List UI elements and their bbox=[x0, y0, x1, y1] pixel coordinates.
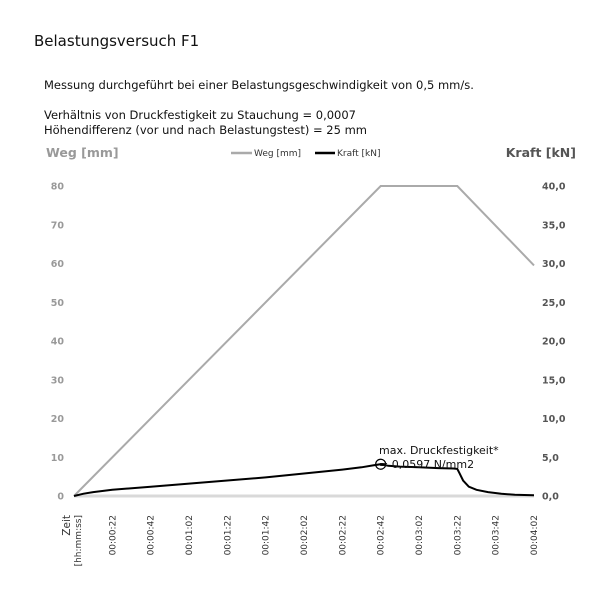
x-tick-label: 00:01:02 bbox=[185, 515, 195, 555]
x-tick-text: 00:04:02 bbox=[530, 515, 540, 555]
right-tick-label: 25,0 bbox=[542, 298, 566, 309]
legend: Weg [mm] Kraft [kN] bbox=[231, 149, 380, 159]
left-tick-label: 50 bbox=[51, 298, 65, 309]
legend-label-kraft: Kraft [kN] bbox=[337, 149, 380, 159]
right-tick-label: 35,0 bbox=[542, 220, 566, 231]
ratio-note: Verhältnis von Druckfestigkeit zu Stauch… bbox=[44, 108, 356, 122]
right-tick-label: 0,0 bbox=[542, 492, 559, 503]
x-tick-text: 00:02:02 bbox=[300, 515, 310, 555]
x-tick-label: 00:03:22 bbox=[453, 515, 463, 555]
x-tick-label: 00:01:22 bbox=[223, 515, 233, 555]
height-difference-note: Höhendifferenz (vor und nach Belastungst… bbox=[44, 123, 367, 137]
x-tick-text: 00:02:22 bbox=[338, 515, 348, 555]
left-tick-label: 60 bbox=[51, 259, 65, 270]
x-tick-text: 00:01:02 bbox=[185, 515, 195, 555]
x-axis-title-line2: [hh:mm:ss] bbox=[74, 515, 84, 566]
right-tick-label: 5,0 bbox=[542, 453, 559, 464]
series-line-kraft bbox=[73, 463, 535, 497]
x-tick-label: 00:03:42 bbox=[492, 515, 502, 555]
left-tick-label: 20 bbox=[51, 414, 65, 425]
left-tick-label: 0 bbox=[57, 492, 64, 503]
left-axis-title: Weg [mm] bbox=[46, 145, 119, 160]
x-tick-text: 00:03:02 bbox=[415, 515, 425, 555]
x-tick-label: 00:04:02 bbox=[530, 515, 540, 555]
right-tick-label: 40,0 bbox=[542, 182, 566, 193]
right-tick-label: 10,0 bbox=[542, 414, 566, 425]
x-tick-label: 00:00:22 bbox=[108, 515, 118, 555]
max-strength-marker bbox=[375, 458, 387, 470]
left-tick-label: 10 bbox=[51, 453, 65, 464]
right-axis-title: Kraft [kN] bbox=[506, 145, 576, 160]
annotation-line1: max. Druckfestigkeit* bbox=[379, 444, 499, 457]
x-tick-text: 00:00:42 bbox=[147, 515, 157, 555]
left-tick-label: 70 bbox=[51, 220, 65, 231]
x-axis-title-line1: Zeit bbox=[61, 515, 73, 536]
x-tick-text: 00:01:22 bbox=[223, 515, 233, 555]
x-tick-text: 00:03:22 bbox=[453, 515, 463, 555]
legend-label-weg: Weg [mm] bbox=[254, 149, 301, 159]
x-tick-text: 00:01:42 bbox=[262, 515, 272, 555]
x-tick-label: 00:02:02 bbox=[300, 515, 310, 555]
x-tick-label: 00:02:42 bbox=[377, 515, 387, 555]
series-line-weg bbox=[73, 185, 535, 497]
x-tick-text: 00:03:42 bbox=[492, 515, 502, 555]
left-tick-label: 40 bbox=[51, 337, 65, 348]
x-axis-title: Zeit [hh:mm:ss] bbox=[61, 515, 84, 566]
x-tick-label: 00:03:02 bbox=[415, 515, 425, 555]
page-title: Belastungsversuch F1 bbox=[34, 32, 200, 50]
x-tick-text: 00:00:22 bbox=[108, 515, 118, 555]
x-tick-label: 00:02:22 bbox=[338, 515, 348, 555]
x-tick-text: 00:02:42 bbox=[377, 515, 387, 555]
test-speed-note: Messung durchgeführt bei einer Belastung… bbox=[44, 78, 474, 92]
left-tick-label: 80 bbox=[51, 182, 65, 193]
x-tick-label: 00:01:42 bbox=[262, 515, 272, 555]
right-tick-label: 20,0 bbox=[542, 337, 566, 348]
x-tick-label: 00:00:42 bbox=[147, 515, 157, 555]
left-tick-label: 30 bbox=[51, 375, 65, 386]
right-tick-label: 30,0 bbox=[542, 259, 566, 270]
annotation-line2: = 0,0597 N/mm2 bbox=[379, 458, 474, 471]
right-tick-label: 15,0 bbox=[542, 375, 566, 386]
